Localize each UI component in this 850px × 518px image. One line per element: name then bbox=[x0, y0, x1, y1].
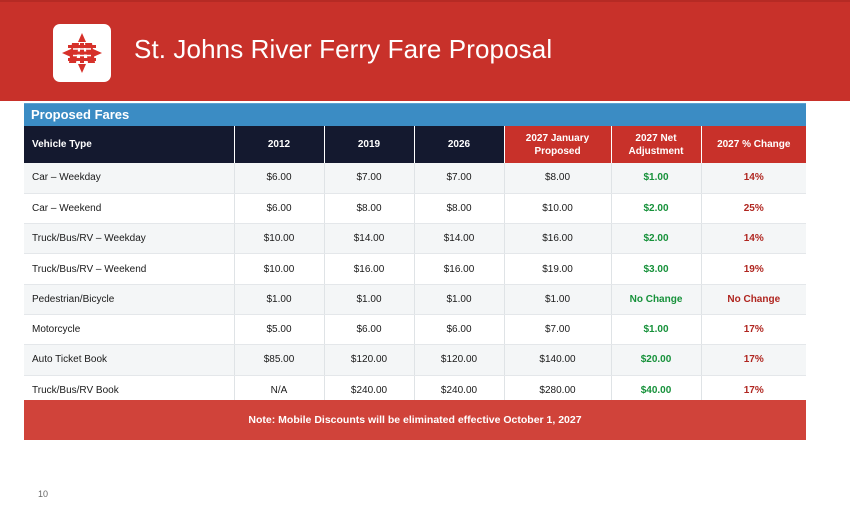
column-header: 2019 bbox=[324, 126, 415, 163]
net-adjustment-cell: $20.00 bbox=[611, 344, 702, 376]
column-header: 2012 bbox=[234, 126, 325, 163]
fare-2026-cell: $8.00 bbox=[414, 193, 505, 225]
percent-change-cell: 14% bbox=[701, 223, 806, 255]
fares-table: Vehicle Type 2012 2019 2026 2027 January… bbox=[24, 126, 806, 406]
fare-2019-cell: $16.00 bbox=[324, 253, 415, 285]
fare-2012-cell: $10.00 bbox=[234, 253, 325, 285]
percent-change-cell: 14% bbox=[701, 163, 806, 194]
header-banner: St. Johns River Ferry Fare Proposal bbox=[0, 0, 850, 101]
fare-2026-cell: $1.00 bbox=[414, 284, 505, 315]
column-header: 2027 Net Adjustment bbox=[611, 126, 702, 163]
fare-2019-cell: $1.00 bbox=[324, 284, 415, 315]
note-banner: Note: Mobile Discounts will be eliminate… bbox=[24, 400, 806, 440]
section-title: Proposed Fares bbox=[31, 107, 130, 122]
fare-2019-cell: $7.00 bbox=[324, 163, 415, 194]
vehicle-type-cell: Car – Weekend bbox=[24, 193, 235, 225]
net-adjustment-cell: No Change bbox=[611, 284, 702, 315]
net-adjustment-cell: $3.00 bbox=[611, 253, 702, 285]
vehicle-type-cell: Truck/Bus/RV – Weekend bbox=[24, 253, 235, 285]
percent-change-cell: 17% bbox=[701, 344, 806, 376]
fare-2027-proposed-cell: $1.00 bbox=[504, 284, 612, 315]
table-row: Auto Ticket Book $85.00 $120.00 $120.00 … bbox=[24, 344, 806, 376]
vehicle-type-cell: Truck/Bus/RV – Weekday bbox=[24, 223, 235, 255]
percent-change-cell: 19% bbox=[701, 253, 806, 285]
fare-2019-cell: $6.00 bbox=[324, 314, 415, 346]
fare-2027-proposed-cell: $7.00 bbox=[504, 314, 612, 346]
jta-logo-icon bbox=[53, 24, 111, 82]
column-header: Vehicle Type bbox=[24, 126, 235, 163]
fare-2012-cell: $1.00 bbox=[234, 284, 325, 315]
fare-2019-cell: $120.00 bbox=[324, 344, 415, 376]
net-adjustment-cell: $1.00 bbox=[611, 314, 702, 346]
section-header: Proposed Fares bbox=[24, 103, 806, 126]
page-number: 10 bbox=[38, 489, 49, 499]
net-adjustment-cell: $2.00 bbox=[611, 193, 702, 225]
fare-2012-cell: $6.00 bbox=[234, 193, 325, 225]
table-row: Truck/Bus/RV – Weekday $10.00 $14.00 $14… bbox=[24, 223, 806, 255]
table-row: Motorcycle $5.00 $6.00 $6.00 $7.00 $1.00… bbox=[24, 314, 806, 346]
table-row: Car – Weekday $6.00 $7.00 $7.00 $8.00 $1… bbox=[24, 163, 806, 194]
column-header: 2027 January Proposed bbox=[504, 126, 612, 163]
vehicle-type-cell: Auto Ticket Book bbox=[24, 344, 235, 376]
table-row: Car – Weekend $6.00 $8.00 $8.00 $10.00 $… bbox=[24, 193, 806, 225]
column-header: 2026 bbox=[414, 126, 505, 163]
fare-2026-cell: $6.00 bbox=[414, 314, 505, 346]
vehicle-type-cell: Motorcycle bbox=[24, 314, 235, 346]
fare-2019-cell: $14.00 bbox=[324, 223, 415, 255]
percent-change-cell: 25% bbox=[701, 193, 806, 225]
fare-2026-cell: $120.00 bbox=[414, 344, 505, 376]
table-row: Pedestrian/Bicycle $1.00 $1.00 $1.00 $1.… bbox=[24, 284, 806, 315]
fare-2019-cell: $8.00 bbox=[324, 193, 415, 225]
fare-2012-cell: $6.00 bbox=[234, 163, 325, 194]
table-row: Truck/Bus/RV – Weekend $10.00 $16.00 $16… bbox=[24, 253, 806, 285]
percent-change-cell: 17% bbox=[701, 314, 806, 346]
fare-2012-cell: $5.00 bbox=[234, 314, 325, 346]
fare-2027-proposed-cell: $19.00 bbox=[504, 253, 612, 285]
fare-2026-cell: $16.00 bbox=[414, 253, 505, 285]
fare-2026-cell: $7.00 bbox=[414, 163, 505, 194]
table-header-row: Vehicle Type 2012 2019 2026 2027 January… bbox=[24, 126, 806, 163]
fare-2027-proposed-cell: $8.00 bbox=[504, 163, 612, 194]
fare-2012-cell: $85.00 bbox=[234, 344, 325, 376]
fare-2026-cell: $14.00 bbox=[414, 223, 505, 255]
jta-logo-mark bbox=[62, 33, 102, 73]
fare-2012-cell: $10.00 bbox=[234, 223, 325, 255]
fare-2027-proposed-cell: $16.00 bbox=[504, 223, 612, 255]
vehicle-type-cell: Car – Weekday bbox=[24, 163, 235, 194]
column-header: 2027 % Change bbox=[701, 126, 806, 163]
fare-2027-proposed-cell: $10.00 bbox=[504, 193, 612, 225]
percent-change-cell: No Change bbox=[701, 284, 806, 315]
fare-2027-proposed-cell: $140.00 bbox=[504, 344, 612, 376]
page-title: St. Johns River Ferry Fare Proposal bbox=[134, 34, 553, 64]
vehicle-type-cell: Pedestrian/Bicycle bbox=[24, 284, 235, 315]
net-adjustment-cell: $2.00 bbox=[611, 223, 702, 255]
net-adjustment-cell: $1.00 bbox=[611, 163, 702, 194]
